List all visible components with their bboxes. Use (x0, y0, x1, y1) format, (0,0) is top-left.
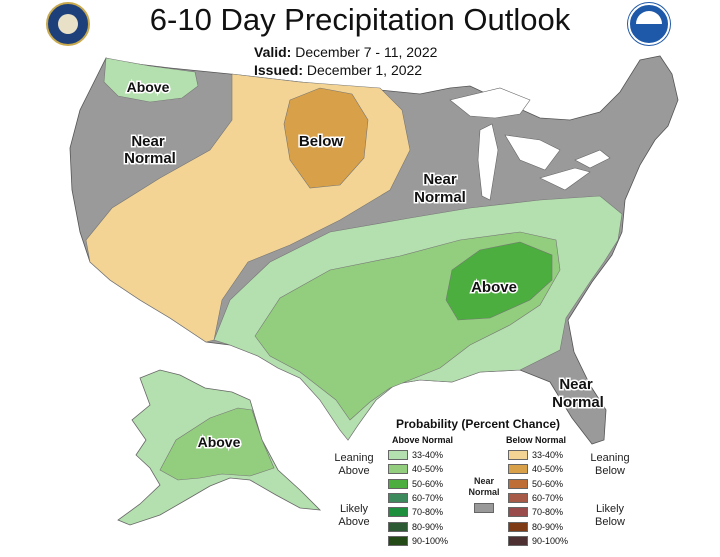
label-above-c: Above (471, 279, 517, 296)
legend-below-row-5: 80-90% (508, 521, 564, 532)
legend-leaning-below-2: Below (595, 465, 625, 477)
great-lakes (449, 87, 611, 201)
label-below: Below (299, 133, 344, 150)
issued-value: December 1, 2022 (306, 62, 423, 78)
noaa-logo-icon (628, 3, 670, 45)
legend-above-swatch-4 (388, 507, 408, 518)
above-50-60-region (445, 241, 553, 321)
legend-above-range-2: 50-60% (412, 478, 444, 489)
legend-below-range-6: 90-100% (532, 535, 569, 546)
legend-below-row-2: 50-60% (508, 478, 564, 489)
label-near-normal-w-1: Near (131, 133, 165, 150)
legend-above-row-6: 90-100% (388, 535, 449, 546)
legend-near-normal-swatch (474, 503, 494, 513)
page-title: 6-10 Day Precipitation Outlook (149, 2, 571, 37)
legend-above-row-0: 33-40% (388, 450, 443, 460)
legend-below-row-3: 60-70% (508, 492, 564, 503)
legend-above-row-1: 40-50% (388, 464, 444, 475)
valid-line: Valid: December 7 - 11, 2022 (254, 44, 437, 60)
legend-below-swatch-4 (508, 507, 528, 518)
legend-above-row-4: 70-80% (388, 507, 444, 518)
legend-near-normal-2: Normal (468, 487, 500, 497)
legend-below-range-4: 70-80% (532, 507, 564, 518)
legend-likely-below-1: Likely (595, 503, 625, 515)
legend-likely-below: Likely Below (584, 503, 636, 529)
legend-above-swatch-5 (388, 521, 408, 532)
valid-value: December 7 - 11, 2022 (295, 44, 438, 60)
above-nw-region (103, 57, 199, 103)
legend-leaning-below: Leaning Below (584, 452, 636, 478)
legend-below-header: Below Normal (506, 435, 567, 445)
label-near-normal-w-2: Normal (124, 150, 176, 167)
alaska-above-region (159, 407, 275, 481)
issued-line: Issued: December 1, 2022 (254, 62, 422, 78)
legend-below-swatch-3 (508, 492, 528, 503)
legend-below-swatch-5 (508, 521, 528, 532)
legend-below-row-4: 70-80% (508, 507, 564, 518)
legend-below-range-1: 40-50% (532, 464, 564, 475)
legend-below-swatch-0 (508, 450, 528, 460)
legend-below-swatch-2 (508, 478, 528, 489)
legend-below-swatch-1 (508, 464, 528, 475)
label-near-normal-c-1: Near (423, 171, 457, 188)
legend-leaning-below-1: Leaning (590, 452, 630, 464)
legend-leaning-above-2: Above (338, 465, 370, 477)
label-near-normal-c-2: Normal (414, 189, 466, 206)
legend-near-normal-1: Near (473, 476, 494, 486)
legend-above-range-6: 90-100% (412, 535, 449, 546)
legend-leaning-above-1: Leaning (334, 452, 374, 464)
legend-above-swatch-3 (388, 492, 408, 503)
legend-below-range-0: 33-40% (532, 450, 564, 460)
issued-label: Issued: (254, 62, 304, 78)
legend-above-swatch-0 (388, 450, 408, 460)
label-above-ak: Above (198, 434, 241, 450)
legend-likely-above-1: Likely (339, 503, 369, 515)
legend-above-row-2: 50-60% (388, 478, 444, 489)
legend-above-swatch-6 (388, 535, 408, 546)
legend-above-row-3: 60-70% (388, 492, 444, 503)
legend-above-range-0: 33-40% (412, 450, 444, 460)
legend-below-range-5: 80-90% (532, 521, 564, 532)
legend-title: Probability (Percent Chance) (396, 417, 561, 431)
legend-likely-above-2: Above (338, 516, 370, 528)
legend-above-row-5: 80-90% (388, 521, 444, 532)
legend-likely-below-2: Below (595, 516, 625, 528)
legend-likely-above: Likely Above (328, 503, 380, 529)
legend-below-row-1: 40-50% (508, 464, 564, 475)
commerce-seal-icon (46, 2, 90, 46)
legend-above-swatch-1 (388, 464, 408, 475)
legend-leaning-above: Leaning Above (328, 452, 380, 478)
legend-above-header: Above Normal (392, 435, 454, 445)
legend-below-row-0: 33-40% (508, 450, 563, 460)
legend-above-range-1: 40-50% (412, 464, 444, 475)
legend-below-row-6: 90-100% (508, 535, 569, 546)
legend-above-range-4: 70-80% (412, 507, 444, 518)
legend-below-range-2: 50-60% (532, 478, 564, 489)
label-above-nw: Above (127, 79, 170, 95)
legend-below-range-3: 60-70% (532, 492, 564, 503)
legend-below-swatch-6 (508, 535, 528, 546)
valid-label: Valid: (254, 44, 292, 60)
legend-above-swatch-2 (388, 478, 408, 489)
label-near-normal-se-2: Normal (552, 394, 604, 411)
legend-near-normal: Near Normal (460, 476, 508, 498)
legend-above-range-5: 80-90% (412, 521, 444, 532)
label-near-normal-se-1: Near (559, 376, 593, 393)
below-region (283, 87, 369, 189)
legend-above-range-3: 60-70% (412, 492, 444, 503)
